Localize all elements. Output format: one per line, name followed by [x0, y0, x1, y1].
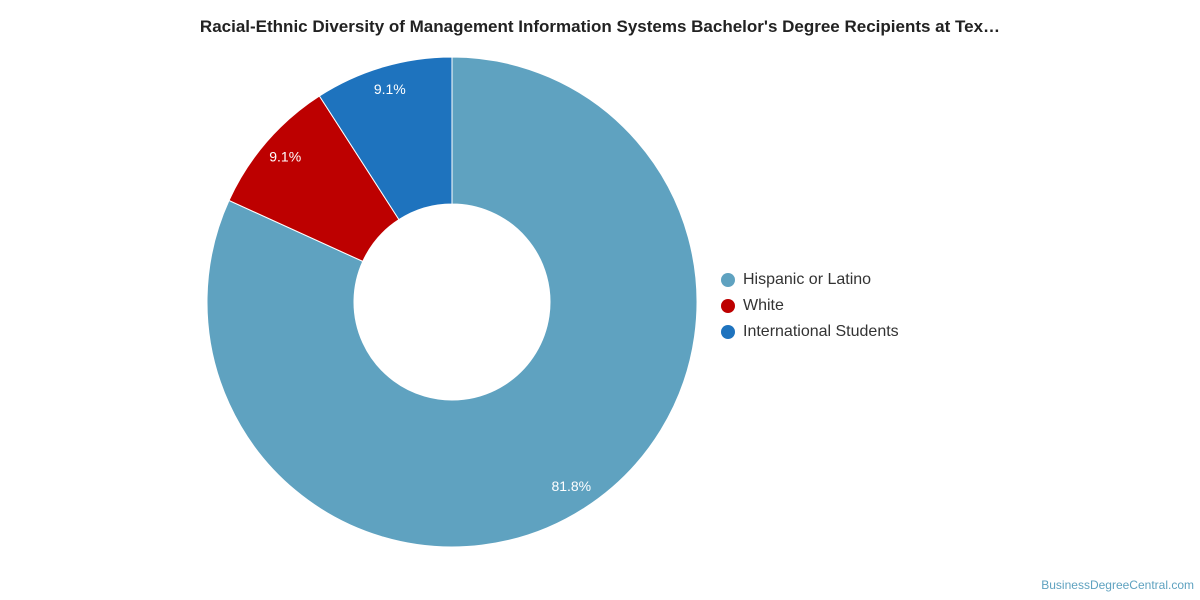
legend-item-international-students[interactable]: International Students — [721, 319, 1021, 345]
slice-label-white: 9.1% — [269, 148, 301, 164]
watermark-link[interactable]: BusinessDegreeCentral.com — [1041, 578, 1194, 592]
legend-item-hispanic-or-latino[interactable]: Hispanic or Latino — [721, 267, 1021, 293]
legend-label: White — [743, 297, 784, 314]
legend-swatch — [721, 325, 735, 339]
legend-item-white[interactable]: White — [721, 293, 1021, 319]
slice-label-international-students: 9.1% — [374, 81, 406, 97]
legend-label: Hispanic or Latino — [743, 271, 872, 288]
legend: Hispanic or Latino White International S… — [721, 267, 1021, 345]
donut-slices — [206, 56, 698, 548]
slice-hispanic-or-latino[interactable] — [206, 56, 698, 548]
legend-swatch — [721, 299, 735, 313]
chart-title: Racial-Ethnic Diversity of Management In… — [199, 17, 1001, 36]
slice-labels: 81.8% 9.1% 9.1% — [269, 81, 591, 494]
legend-swatch — [721, 273, 735, 287]
slice-international-students[interactable] — [318, 56, 453, 221]
slice-label-hispanic-or-latino: 81.8% — [551, 478, 591, 494]
legend-label: International Students — [743, 323, 899, 340]
